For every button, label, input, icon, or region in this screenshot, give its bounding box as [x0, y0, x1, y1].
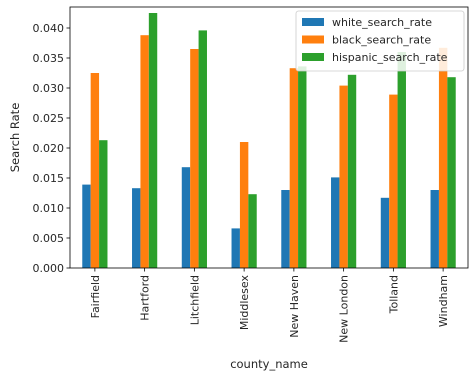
x-tick-label: Fairfield: [89, 275, 102, 318]
axes-layer: [69, 6, 469, 269]
bar-black_search_rate-new-london: [339, 85, 348, 268]
legend-label-white_search_rate: white_search_rate: [332, 16, 432, 29]
y-tick-label: 0.035: [33, 52, 65, 65]
legend-swatch-hispanic_search_rate: [302, 53, 324, 61]
bar-hispanic_search_rate-new-haven: [298, 66, 307, 269]
bar-white_search_rate-new-haven: [281, 190, 290, 268]
x-tick-label: New London: [338, 275, 351, 343]
x-tick-label: Hartford: [139, 275, 152, 321]
legend-box: [295, 10, 465, 72]
y-tick-label: 0.010: [33, 202, 65, 215]
x-tick-label: Middlesex: [238, 275, 251, 331]
x-tick-label: Tolland: [387, 275, 400, 314]
bar-hispanic_search_rate-tolland: [397, 52, 406, 268]
legend-label-hispanic_search_rate: hispanic_search_rate: [332, 51, 448, 64]
bar-hispanic_search_rate-new-london: [347, 74, 357, 268]
bar-black_search_rate-new-haven: [289, 68, 299, 268]
legend-swatch-black_search_rate: [302, 35, 324, 44]
y-tick-label: 0.000: [33, 262, 65, 275]
legend-swatch-white_search_rate: [302, 18, 324, 26]
bar-black_search_rate-windham: [438, 47, 448, 268]
ticks-layer: 0.000 0.005 0.010 0.015 0.020 0.025 0.030 0.035…: [33, 22, 451, 343]
bar-white_search_rate-fairfield: [82, 184, 91, 268]
bar-hispanic_search_rate-hartford: [148, 13, 158, 268]
y-tick-label: 0.015: [33, 172, 65, 185]
bar-white_search_rate-tolland: [380, 197, 390, 268]
bar-hispanic_search_rate-windham: [447, 77, 456, 268]
bar-white_search_rate-litchfield: [181, 167, 191, 268]
legend-label-black_search_rate: black_search_rate: [332, 34, 431, 47]
bar-black_search_rate-middlesex: [239, 142, 249, 268]
bar-hispanic_search_rate-litchfield: [198, 30, 207, 269]
bar-hispanic_search_rate-middlesex: [248, 194, 257, 268]
bar-black_search_rate-hartford: [140, 35, 149, 269]
x-tick-label: Windham: [437, 275, 450, 327]
y-tick-label: 0.025: [33, 112, 65, 125]
bar-white_search_rate-hartford: [132, 188, 141, 268]
y-tick-label: 0.020: [33, 142, 65, 155]
legend: white_search_rate black_search_ratehispan…: [295, 10, 465, 72]
x-tick-label: Litchfield: [188, 275, 201, 325]
bar-black_search_rate-litchfield: [190, 49, 199, 268]
bar-black_search_rate-tolland: [389, 94, 398, 268]
y-tick-label: 0.030: [33, 82, 65, 95]
plot-frame: [69, 6, 469, 269]
bar-white_search_rate-new-london: [331, 177, 340, 268]
x-tick-label: New Haven: [288, 275, 301, 338]
bars-layer: [82, 13, 456, 269]
bar-black_search_rate-fairfield: [90, 73, 100, 268]
y-axis-label: Search Rate: [8, 103, 22, 173]
bar-hispanic_search_rate-fairfield: [99, 140, 108, 268]
x-axis-label: county_name: [230, 357, 308, 371]
bar-white_search_rate-middlesex: [231, 228, 240, 268]
y-tick-label: 0.005: [33, 232, 65, 245]
y-tick-label: 0.040: [33, 22, 65, 35]
bar-white_search_rate-windham: [430, 190, 439, 268]
